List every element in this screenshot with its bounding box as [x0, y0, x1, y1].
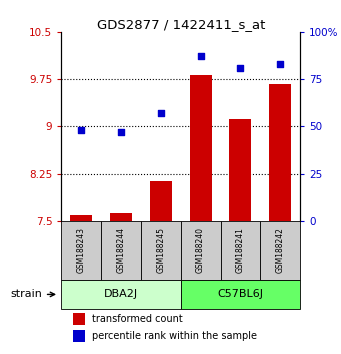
Text: GSM188240: GSM188240 — [196, 227, 205, 273]
Bar — [141, 221, 181, 280]
Bar — [110, 213, 132, 221]
Text: transformed count: transformed count — [92, 314, 183, 324]
Text: percentile rank within the sample: percentile rank within the sample — [92, 331, 257, 341]
Bar — [260, 221, 300, 280]
Bar — [101, 221, 141, 280]
Bar — [181, 280, 300, 309]
Point — [118, 129, 124, 135]
Point — [158, 110, 164, 116]
Point — [238, 65, 243, 70]
Text: GSM188245: GSM188245 — [156, 227, 165, 273]
Bar — [73, 330, 85, 342]
Bar — [73, 313, 85, 325]
Point — [78, 127, 84, 133]
Text: strain: strain — [11, 290, 42, 299]
Bar — [61, 221, 101, 280]
Point — [278, 61, 283, 67]
Bar — [181, 221, 221, 280]
Text: C57BL6J: C57BL6J — [218, 290, 263, 299]
Text: DBA2J: DBA2J — [104, 290, 138, 299]
Point — [198, 53, 203, 59]
Bar — [229, 119, 251, 221]
Bar — [269, 84, 291, 221]
Bar — [150, 181, 172, 221]
Bar — [221, 221, 260, 280]
Text: GSM188242: GSM188242 — [276, 227, 285, 273]
Text: GSM188243: GSM188243 — [77, 227, 86, 273]
Bar — [61, 280, 181, 309]
Text: GSM188241: GSM188241 — [236, 227, 245, 273]
Bar — [70, 215, 92, 221]
Text: GSM188244: GSM188244 — [117, 227, 125, 273]
Title: GDS2877 / 1422411_s_at: GDS2877 / 1422411_s_at — [97, 18, 265, 31]
Bar — [190, 75, 211, 221]
